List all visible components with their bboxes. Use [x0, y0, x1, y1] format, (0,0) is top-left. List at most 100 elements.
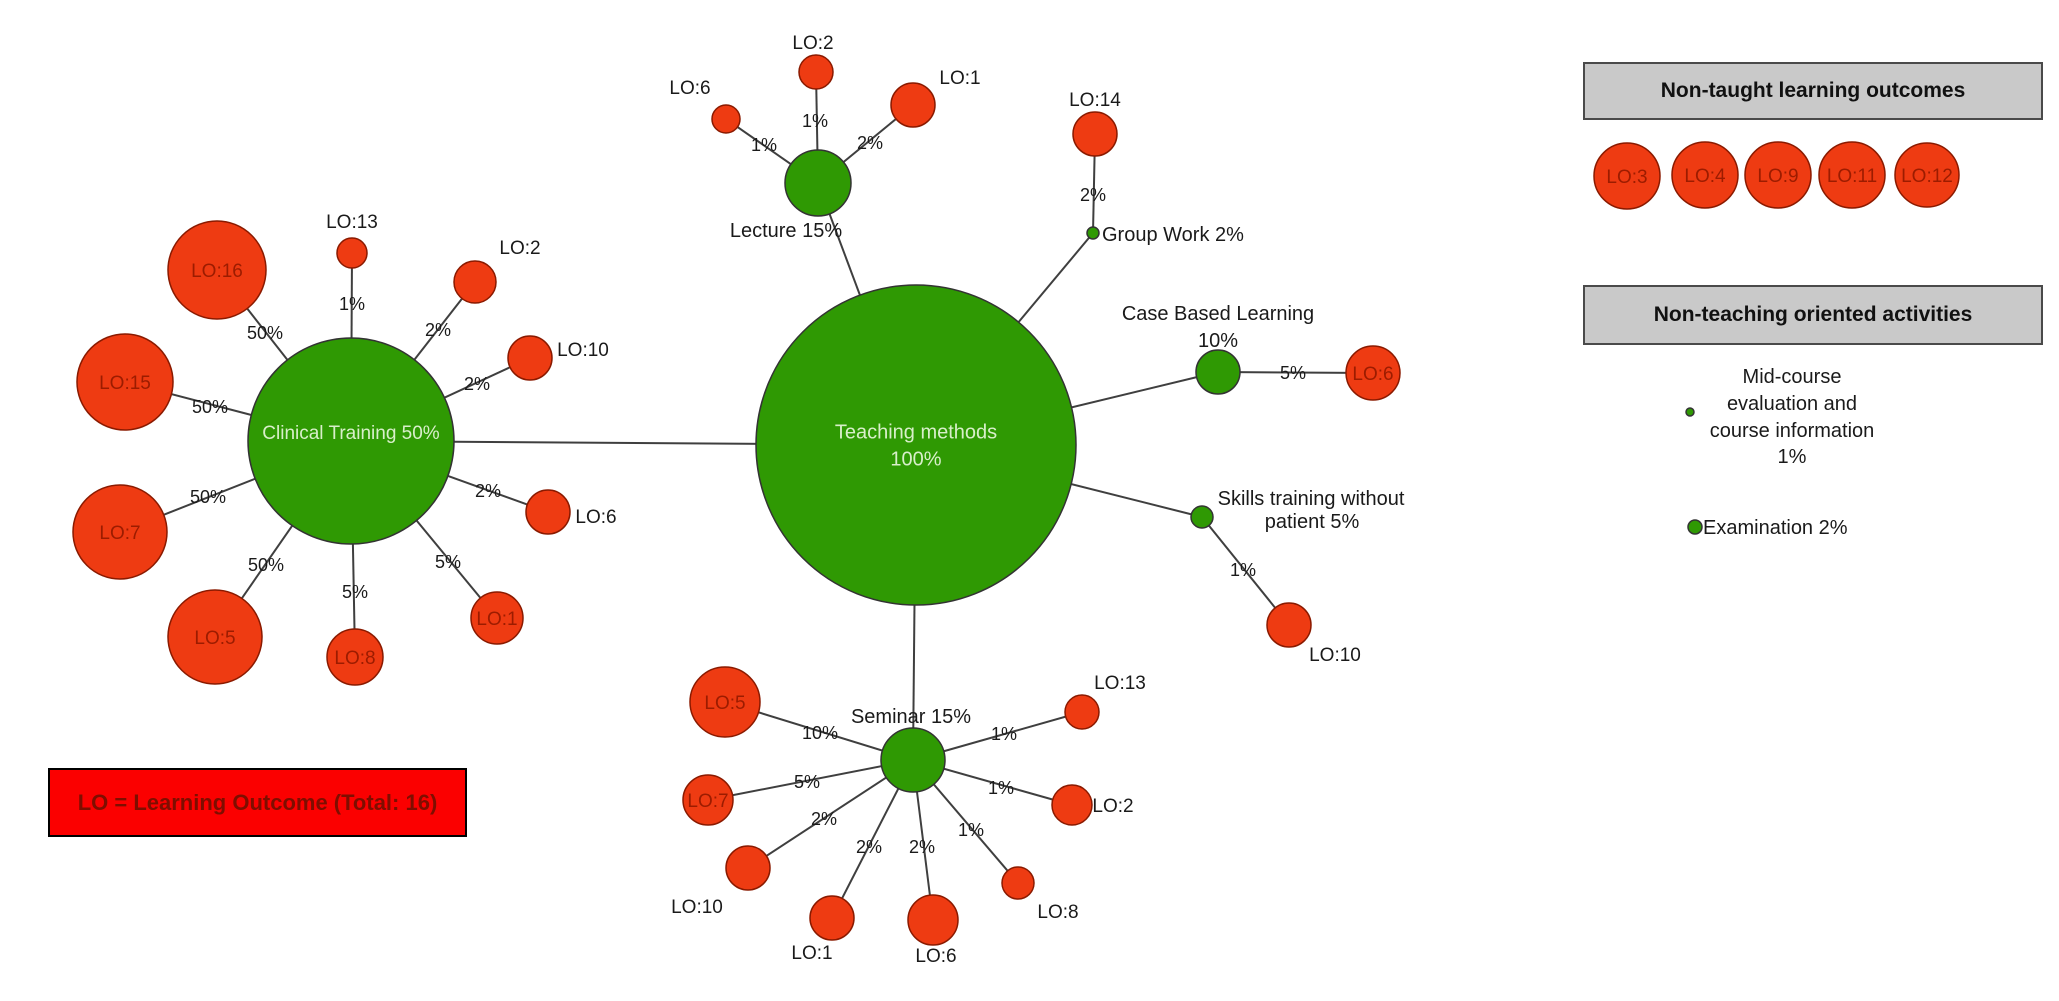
node-sem_lo7	[682, 774, 734, 826]
node-cl_lo6	[525, 489, 571, 535]
node-label-sem_lo8: LO:8	[1037, 902, 1078, 923]
edge-label-clinical-cl_lo16: 50%	[247, 323, 283, 343]
midcourse-line2: evaluation and	[1727, 393, 1857, 415]
midcourse-line4: 1%	[1778, 446, 1807, 468]
cbl-title: Case Based Learning	[1122, 303, 1314, 325]
node-nt_lo11	[1818, 141, 1886, 209]
node-inside-label-cl_lo16: LO:16	[191, 261, 243, 282]
skills-title-line1: Skills training without	[1218, 488, 1405, 510]
node-sem_lo1	[809, 895, 855, 941]
node-inside-label-cl_lo7: LO:7	[99, 523, 140, 544]
edge-label-seminar-sem_lo7: 5%	[794, 772, 820, 792]
node-inside-label-teaching: 100%	[890, 449, 941, 471]
node-clinical	[247, 337, 455, 545]
node-cl_lo16	[167, 220, 267, 320]
node-sem_lo8	[1001, 866, 1035, 900]
legend-box: LO = Learning Outcome (Total: 16)	[48, 768, 467, 837]
non-taught-header: Non-taught learning outcomes	[1583, 62, 2043, 120]
node-groupwork	[1086, 226, 1100, 240]
node-inside-label-cbl_lo6: LO:6	[1352, 364, 1393, 385]
node-gw_lo14	[1072, 111, 1118, 157]
node-cl_lo15	[76, 333, 174, 431]
node-inside-label-teaching: Teaching methods	[835, 422, 997, 444]
node-label-cl_lo13: LO:13	[326, 212, 378, 233]
node-label-lec_lo6: LO:6	[669, 78, 710, 99]
edge-label-seminar-sem_lo10: 2%	[811, 809, 837, 829]
edge-label-clinical-cl_lo15: 50%	[192, 397, 228, 417]
edge-label-lecture-lec_lo1: 2%	[857, 133, 883, 153]
node-sem_lo10	[725, 845, 771, 891]
node-sem_lo2	[1051, 784, 1093, 826]
node-lec_lo1	[890, 82, 936, 128]
node-label-cl_lo10: LO:10	[557, 340, 609, 361]
edge-label-clinical-cl_lo7: 50%	[190, 487, 226, 507]
skills-title-line2: patient 5%	[1265, 511, 1360, 533]
edge-label-lecture-lec_lo2: 1%	[802, 111, 828, 131]
node-label-sk_lo10: LO:10	[1309, 645, 1361, 666]
edge-label-clinical-cl_lo8: 5%	[342, 582, 368, 602]
node-sk_lo10	[1266, 602, 1312, 648]
edge-seminar-sem_lo7	[707, 759, 914, 801]
node-label-gw_lo14: LO:14	[1069, 90, 1121, 111]
node-label-lec_lo1: LO:1	[939, 68, 980, 89]
edge-label-seminar-sem_lo8: 1%	[958, 820, 984, 840]
node-lec_lo2	[798, 54, 834, 90]
node-label-cl_lo6: LO:6	[575, 507, 616, 528]
node-inside-label-sem_lo5: LO:5	[704, 693, 745, 714]
node-label-sem_lo13: LO:13	[1094, 673, 1146, 694]
node-label-sem_lo6: LO:6	[915, 946, 956, 967]
non-teaching-header: Non-teaching oriented activities	[1583, 285, 2043, 345]
node-cl_lo10	[507, 335, 553, 381]
edge-skills-sk_lo10	[1201, 516, 1290, 626]
node-cl_lo13	[336, 237, 368, 269]
node-cl_lo1	[470, 591, 524, 645]
node-cl_lo8	[326, 628, 384, 686]
node-inside-label-clinical: Clinical Training 50%	[262, 423, 440, 444]
edge-label-seminar-sem_lo6: 2%	[909, 837, 935, 857]
non-taught-header-label: Non-taught learning outcomes	[1660, 79, 1966, 102]
node-sem_lo6	[907, 894, 959, 946]
node-label-seminar: Seminar 15%	[851, 706, 971, 728]
edge-label-seminar-sem_lo13: 1%	[991, 724, 1017, 744]
node-label-sem_lo10: LO:10	[671, 897, 723, 918]
node-lec_lo6	[711, 104, 741, 134]
cbl-percent: 10%	[1198, 330, 1238, 352]
midcourse-line1: Mid-course	[1743, 366, 1842, 388]
node-nt_lo3	[1593, 142, 1661, 210]
node-sem_lo13	[1064, 694, 1100, 730]
node-inside-label-nt_lo11: LO:11	[1827, 166, 1877, 187]
edge-label-seminar-sem_lo2: 1%	[988, 778, 1014, 798]
edge-label-clinical-cl_lo2: 2%	[425, 320, 451, 340]
node-label-sem_lo2: LO:2	[1092, 796, 1133, 817]
node-inside-label-nt_lo9: LO:9	[1757, 166, 1798, 187]
node-inside-label-cl_lo15: LO:15	[99, 373, 151, 394]
node-midcourse_dot	[1685, 407, 1695, 417]
node-label-groupwork: Group Work 2%	[1102, 224, 1244, 246]
node-teaching	[755, 284, 1077, 606]
node-label-exam_dot: Examination 2%	[1703, 517, 1848, 539]
node-cl_lo2	[453, 260, 497, 304]
node-inside-label-nt_lo4: LO:4	[1684, 166, 1726, 187]
edge-label-clinical-cl_lo5: 50%	[248, 555, 284, 575]
node-label-lecture: Lecture 15%	[730, 220, 843, 242]
node-sem_lo5	[689, 666, 761, 738]
edge-label-clinical-cl_lo10: 2%	[464, 374, 490, 394]
node-label-sem_lo1: LO:1	[791, 943, 832, 964]
node-inside-label-cl_lo8: LO:8	[334, 648, 375, 669]
edge-label-clinical-cl_lo1: 5%	[435, 552, 461, 572]
node-cbl_lo6	[1345, 345, 1401, 401]
node-inside-label-cl_lo1: LO:1	[476, 609, 517, 630]
edge-label-groupwork-gw_lo14: 2%	[1080, 185, 1106, 205]
node-inside-label-sem_lo7: LO:7	[687, 791, 728, 812]
node-inside-label-nt_lo12: LO:12	[1901, 166, 1953, 187]
edge-label-cbl-cbl_lo6: 5%	[1280, 363, 1306, 383]
edge-label-clinical-cl_lo13: 1%	[339, 294, 365, 314]
edge-label-skills-sk_lo10: 1%	[1230, 560, 1256, 580]
node-nt_lo4	[1671, 141, 1739, 209]
node-cl_lo5	[167, 589, 263, 685]
node-label-cl_lo2: LO:2	[499, 238, 540, 259]
non-teaching-header-label: Non-teaching oriented activities	[1653, 303, 1973, 326]
node-nt_lo12	[1894, 142, 1960, 208]
